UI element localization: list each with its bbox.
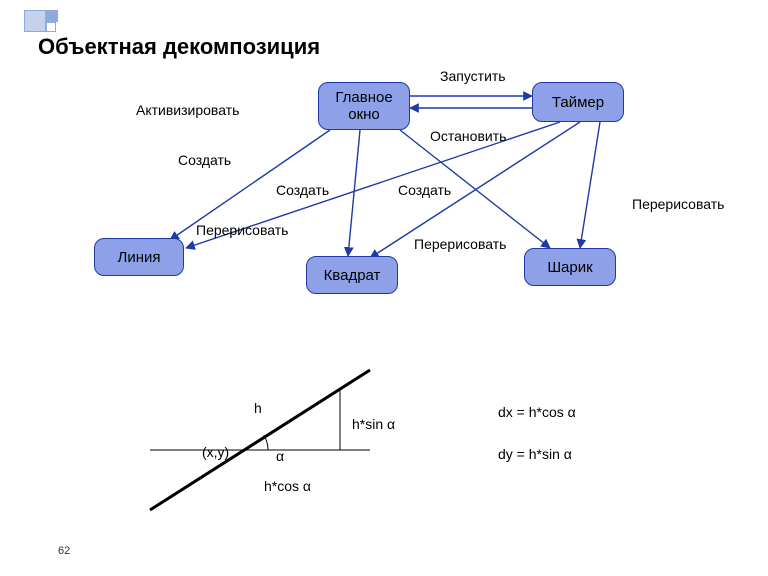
geom-label: h*cos α bbox=[264, 478, 311, 494]
node-label: Таймер bbox=[552, 94, 604, 111]
node-square: Квадрат bbox=[306, 256, 398, 294]
edge bbox=[580, 122, 600, 248]
node-label: Квадрат bbox=[324, 267, 381, 284]
edge-label: Создать bbox=[398, 182, 451, 198]
edge-label: Перерисовать bbox=[632, 196, 724, 212]
node-label: Главное окно bbox=[335, 89, 392, 123]
edge-label: Перерисовать bbox=[196, 222, 288, 238]
geom-label: h bbox=[254, 400, 262, 416]
page-title: Объектная декомпозиция bbox=[38, 34, 320, 60]
edge bbox=[348, 130, 360, 256]
geom-label: dy = h*sin α bbox=[498, 446, 572, 462]
node-line: Линия bbox=[94, 238, 184, 276]
edge-label: Остановить bbox=[430, 128, 506, 144]
page-number: 62 bbox=[58, 545, 70, 557]
decor-square bbox=[46, 22, 56, 32]
geom-label: dx = h*cos α bbox=[498, 404, 576, 420]
edge-label: Активизировать bbox=[136, 102, 239, 118]
edge-label: Создать bbox=[276, 182, 329, 198]
geom-label: h*sin α bbox=[352, 416, 395, 432]
decor-square bbox=[24, 10, 46, 32]
edge-label: Перерисовать bbox=[414, 236, 506, 252]
decor-square bbox=[46, 10, 58, 22]
geom-label: (x,y) bbox=[202, 444, 229, 460]
geom-label: α bbox=[276, 448, 284, 464]
node-label: Линия bbox=[117, 249, 160, 266]
node-label: Шарик bbox=[547, 259, 592, 276]
edge-label: Запустить bbox=[440, 68, 506, 84]
edge-label: Создать bbox=[178, 152, 231, 168]
node-timer: Таймер bbox=[532, 82, 624, 122]
node-ball: Шарик bbox=[524, 248, 616, 286]
node-main: Главное окно bbox=[318, 82, 410, 130]
